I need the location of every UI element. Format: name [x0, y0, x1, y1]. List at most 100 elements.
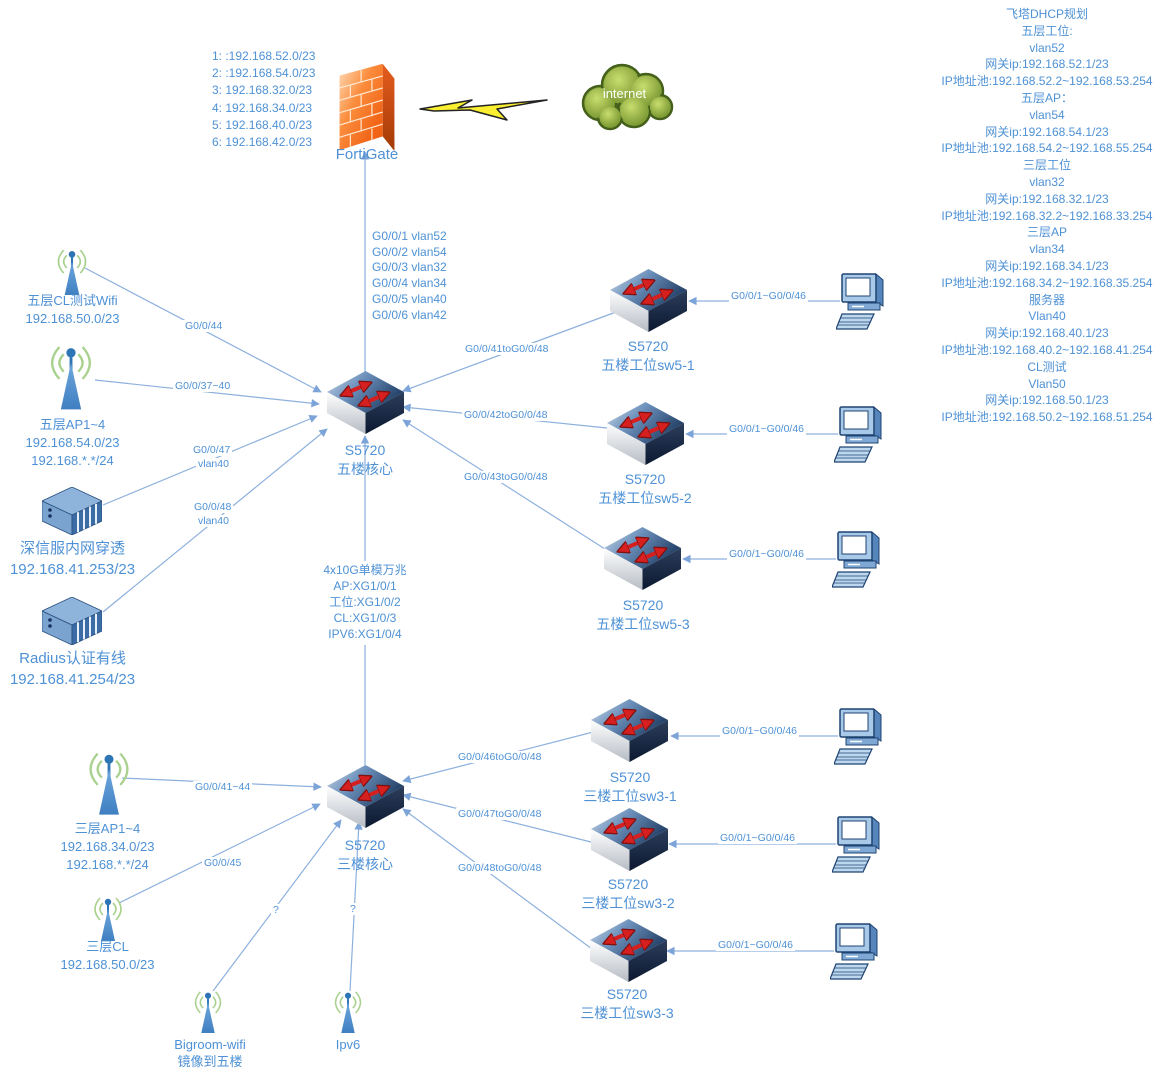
sw5-3-label: S5720 五楼工位sw5-3 — [563, 596, 723, 634]
text-line: 1: :192.168.52.0/23 — [212, 49, 316, 63]
link-sw5-3-to-core5 — [402, 419, 606, 550]
switch-name: 五楼工位sw5-1 — [601, 357, 695, 373]
ap3-label: 三层AP1~4 192.168.34.0/23 192.168.*.*/24 — [45, 820, 170, 874]
text-line: 三层AP — [1026, 225, 1067, 240]
text-line: vlan32 — [1029, 174, 1065, 189]
core3-label: S5720 三楼核心 — [285, 836, 445, 874]
sangfor-server-icon — [42, 487, 102, 535]
text-line: AP:XG1/0/1 — [333, 579, 397, 593]
switch-name: 三楼工位sw3-1 — [583, 788, 677, 804]
text-line: Vlan50 — [1028, 376, 1066, 391]
core3-switch-icon — [327, 765, 404, 828]
ipv6-antenna-icon — [334, 990, 362, 1034]
switch-model: S5720 — [344, 837, 386, 853]
internet-label: internet — [602, 86, 647, 101]
port-label-g45: G0/0/45 — [202, 857, 244, 869]
text-line: 5: 192.168.40.0/23 — [212, 117, 313, 132]
sw5-2-label: S5720 五楼工位sw5-2 — [565, 470, 725, 508]
node-subnet: 192.168.54.0/23 — [25, 435, 120, 450]
dhcp-plan-panel: 飞塔DHCP规划 五层工位: vlan52 网关ip:192.168.52.1/23 I… — [932, 6, 1162, 426]
text-line: 网关ip:192.168.52.1/23 — [985, 57, 1109, 72]
vlan-subnet-list: 1: :192.168.52.0/23 2: :192.168.54.0/23 3:… — [212, 48, 315, 151]
switch-name: 三楼核心 — [337, 856, 393, 872]
core5-label: S5720 五楼核心 — [285, 441, 445, 479]
port-label-g0047: G0/0/47 — [191, 444, 233, 456]
text-line: vlan34 — [1029, 242, 1065, 257]
text-line: G0/0/1 vlan52 — [372, 229, 447, 243]
text-line: 6: 192.168.42.0/23 — [212, 135, 313, 150]
text-line: 五层AP： — [1020, 90, 1073, 105]
node-subnet2: 192.168.*.*/24 — [31, 453, 114, 468]
text-line: IP地址池:192.168.54.2~192.168.55.254 — [941, 141, 1153, 156]
sw3-1-label: S5720 三楼工位sw3-1 — [550, 768, 710, 806]
text-line: 工位:XG1/0/2 — [329, 595, 401, 609]
text-line: IPV6:XG1/0/4 — [328, 627, 402, 641]
port-label-g0048-vlan: vlan40 — [196, 515, 231, 527]
node-subnet: 192.168.50.0/23 — [25, 311, 120, 326]
switch-model: S5720 — [627, 338, 669, 354]
access-label-sw3-1: G0/0/1~G0/0/46 — [720, 725, 800, 737]
sw5-2-switch-icon — [607, 402, 684, 465]
node-name: 五层AP1~4 — [39, 417, 106, 432]
pc-icon-sw3-1 — [834, 708, 882, 765]
node-name: 五层CL测试Wifi — [27, 293, 118, 308]
uplink-label-sw3-3: G0/0/48toG0/0/48 — [456, 862, 544, 874]
text-line: Vlan40 — [1028, 309, 1066, 324]
text-line: 网关ip:192.168.50.1/23 — [985, 393, 1109, 408]
sw3-3-switch-icon — [590, 919, 667, 982]
switch-name: 三楼工位sw3-2 — [581, 895, 675, 911]
switch-model: S5720 — [622, 597, 664, 613]
switch-model: S5720 — [344, 442, 386, 458]
radius-server-icon — [42, 597, 102, 645]
fortigate-firewall-icon — [338, 63, 396, 152]
switch-model: S5720 — [607, 876, 649, 892]
sw5-1-label: S5720 五楼工位sw5-1 — [568, 337, 728, 375]
text-line: vlan54 — [1029, 107, 1065, 122]
link-cl3-to-core3 — [118, 803, 321, 904]
text-line: 网关ip:192.168.54.1/23 — [985, 124, 1109, 139]
text-line: IP地址池:192.168.34.2~192.168.35.254 — [941, 275, 1153, 290]
text-line: vlan52 — [1029, 40, 1065, 55]
text-line: 五层工位: — [1021, 23, 1073, 38]
text-line: IP地址池:192.168.40.2~192.168.41.254 — [941, 342, 1153, 357]
wifi5cl-antenna-icon — [57, 249, 87, 296]
pc-icon-sw5-1 — [836, 273, 884, 330]
pc-icon-sw5-2 — [834, 406, 882, 463]
sw3-1-switch-icon — [591, 699, 668, 762]
node-ip: 192.168.41.253/23 — [9, 561, 136, 578]
node-subnet: 192.168.50.0/23 — [60, 957, 155, 972]
link-sw3-3-to-core3 — [402, 808, 593, 950]
pc-icon-sw3-2 — [832, 816, 880, 873]
trunk-note: 4x10G单模万兆 AP:XG1/0/1 工位:XG1/0/2 CL:XG1/0/3 I… — [295, 562, 435, 642]
link-ap5-to-core5 — [94, 379, 320, 408]
text-line: G0/0/2 vlan54 — [372, 244, 447, 259]
node-name: 三层AP1~4 — [74, 821, 141, 836]
switch-model: S5720 — [609, 769, 651, 785]
port-label-g003740: G0/0/37~40 — [173, 380, 233, 392]
sw5-1-switch-icon — [610, 269, 687, 332]
uplink-label-sw3-1: G0/0/46toG0/0/48 — [456, 751, 544, 763]
switch-model: S5720 — [606, 986, 648, 1002]
port-label-g0047-vlan: vlan40 — [196, 458, 231, 470]
fortigate-label: FortiGate — [335, 146, 399, 163]
core5-switch-icon — [327, 371, 404, 434]
access-label-sw5-2: G0/0/1~G0/0/46 — [727, 423, 807, 435]
node-name: Radius认证有线 — [19, 650, 126, 667]
text-line: IP地址池:192.168.50.2~192.168.51.254 — [941, 410, 1153, 425]
uplink-label-sw5-3: G0/0/43toG0/0/48 — [462, 471, 550, 483]
access-label-sw3-2: G0/0/1~G0/0/46 — [718, 832, 798, 844]
access-label-sw5-3: G0/0/1~G0/0/46 — [727, 548, 807, 560]
lightning-bolt-icon — [419, 99, 548, 121]
switch-name: 五楼工位sw5-2 — [598, 490, 692, 506]
node-ip: 192.168.41.254/23 — [9, 671, 136, 688]
ap5-antenna-icon — [50, 345, 92, 411]
sw3-2-label: S5720 三楼工位sw3-2 — [548, 875, 708, 913]
sw5-3-switch-icon — [604, 527, 681, 590]
node-note: 镜像到五楼 — [177, 1054, 243, 1069]
access-label-sw5-1: G0/0/1~G0/0/46 — [729, 290, 809, 302]
node-name: Ipv6 — [335, 1037, 361, 1052]
bigroom-antenna-icon — [194, 990, 222, 1034]
question-label-ipv6: ? — [348, 903, 358, 915]
access-label-sw3-3: G0/0/1~G0/0/46 — [716, 939, 796, 951]
